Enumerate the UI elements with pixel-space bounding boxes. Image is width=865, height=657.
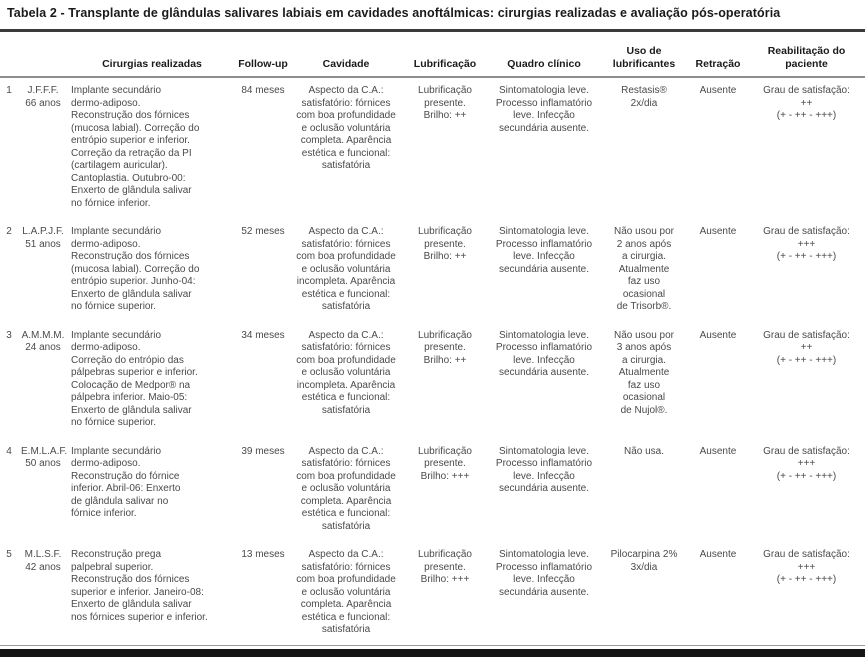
cell-cavity: Aspecto da C.A.: satisfatório: fórnices … xyxy=(296,85,396,171)
cell-lubrication: Lubrificação presente. Brilho: ++ xyxy=(418,226,472,262)
cell-lubricant-use: Não usou por 2 anos após a cirurgia. Atu… xyxy=(613,226,675,312)
cell-retraction: Ausente xyxy=(699,329,737,341)
cell-clinical-status: Sintomatologia leve. Processo inflamatór… xyxy=(495,445,593,495)
bottom-rule xyxy=(0,645,865,646)
table-row: 2 L.A.P.J.F. 51 anos Implante secundário… xyxy=(0,219,865,323)
column-header-surgeries: Cirurgias realizadas xyxy=(68,32,236,78)
column-header-retraction: Retração xyxy=(688,32,748,78)
cell-patient: J.F.F.F. 66 anos xyxy=(25,85,61,109)
cell-rehabilitation: Grau de satisfação: +++ (+ - ++ - +++) xyxy=(763,445,850,482)
table-header-row: Cirurgias realizadas Follow-up Cavidade … xyxy=(0,32,865,78)
cell-rehabilitation: Grau de satisfação: +++ (+ - ++ - +++) xyxy=(763,226,850,262)
cell-cavity: Aspecto da C.A.: satisfatório: fórnices … xyxy=(296,329,396,416)
cell-cavity: Aspecto da C.A.: satisfatório: fórnices … xyxy=(296,445,396,532)
cell-rehabilitation: Grau de satisfação: ++ (+ - ++ - +++) xyxy=(763,329,850,366)
cell-retraction: Ausente xyxy=(699,445,737,457)
cell-surgeries: Implante secundário dermo-adiposo. Recon… xyxy=(71,226,200,312)
table-row: 5 M.L.S.F. 42 anos Reconstrução prega pa… xyxy=(0,542,865,646)
column-header-clinical: Quadro clínico xyxy=(488,32,600,78)
cell-lubrication: Lubrificação presente. Brilho: ++ xyxy=(418,329,472,366)
cell-followup: 34 meses xyxy=(241,329,285,341)
cell-surgeries: Implante secundário dermo-adiposo. Corre… xyxy=(71,329,198,429)
cell-surgeries: Reconstrução prega palpebral superior. R… xyxy=(71,549,208,623)
cell-lubricant-use: Não usa. xyxy=(623,445,665,457)
column-header-lubrication: Lubrificação xyxy=(402,32,488,78)
cell-lubricant-use: Pilocarpina 2% 3x/dia xyxy=(610,549,678,573)
column-header-patient xyxy=(18,32,68,78)
cell-lubricant-use: Não usou por 3 anos após a cirurgia. Atu… xyxy=(613,329,675,416)
table-row: 3 A.M.M.M. 24 anos Implante secundário d… xyxy=(0,323,865,439)
cell-followup: 39 meses xyxy=(241,445,285,457)
bottom-bar xyxy=(0,649,865,657)
cell-row-number: 4 xyxy=(6,445,12,457)
column-header-num xyxy=(0,32,18,78)
cell-clinical-status: Sintomatologia leve. Processo inflamatór… xyxy=(495,329,593,379)
cell-clinical-status: Sintomatologia leve. Processo inflamatór… xyxy=(495,85,593,134)
cell-rehabilitation: Grau de satisfação: ++ (+ - ++ - +++) xyxy=(763,85,850,121)
cell-retraction: Ausente xyxy=(699,85,737,96)
cell-cavity: Aspecto da C.A.: satisfatório: fórnices … xyxy=(296,549,396,635)
cell-surgeries: Implante secundário dermo-adiposo. Recon… xyxy=(71,445,181,520)
column-header-cavity: Cavidade xyxy=(290,32,402,78)
cell-cavity: Aspecto da C.A.: satisfatório: fórnices … xyxy=(296,226,396,312)
cell-lubrication: Lubrificação presente. Brilho: +++ xyxy=(418,445,472,482)
cell-lubricant-use: Restasis® 2x/dia xyxy=(621,85,667,109)
cell-patient: L.A.P.J.F. 51 anos xyxy=(22,226,64,250)
cell-clinical-status: Sintomatologia leve. Processo inflamatór… xyxy=(495,549,593,598)
cell-retraction: Ausente xyxy=(699,226,737,237)
cell-followup: 84 meses xyxy=(241,85,285,96)
table-row: 4 E.M.L.A.F. 50 anos Implante secundário… xyxy=(0,439,865,543)
results-table: Cirurgias realizadas Follow-up Cavidade … xyxy=(0,32,865,646)
cell-row-number: 1 xyxy=(6,85,12,96)
column-header-followup: Follow-up xyxy=(236,32,290,78)
cell-patient: E.M.L.A.F. 50 anos xyxy=(21,445,68,470)
cell-lubrication: Lubrificação presente. Brilho: +++ xyxy=(418,549,472,585)
column-header-lubricant-use: Uso de lubrificantes xyxy=(600,32,688,78)
table-title: Tabela 2 - Transplante de glândulas sali… xyxy=(7,6,781,20)
cell-surgeries: Implante secundário dermo-adiposo. Recon… xyxy=(71,85,200,209)
cell-row-number: 5 xyxy=(6,549,12,560)
column-header-rehab: Reabilitação do paciente xyxy=(748,32,865,78)
cell-lubrication: Lubrificação presente. Brilho: ++ xyxy=(418,85,472,121)
cell-retraction: Ausente xyxy=(699,549,737,560)
cell-followup: 13 meses xyxy=(241,549,285,560)
cell-followup: 52 meses xyxy=(241,226,285,237)
cell-patient: A.M.M.M. 24 anos xyxy=(21,329,65,354)
cell-patient: M.L.S.F. 42 anos xyxy=(24,549,62,573)
cell-clinical-status: Sintomatologia leve. Processo inflamatór… xyxy=(495,226,593,275)
cell-rehabilitation: Grau de satisfação: +++ (+ - ++ - +++) xyxy=(763,549,850,585)
top-rule xyxy=(0,29,865,32)
cell-row-number: 2 xyxy=(6,226,12,237)
cell-row-number: 3 xyxy=(6,329,12,341)
table-row: 1 J.F.F.F. 66 anos Implante secundário d… xyxy=(0,77,865,219)
